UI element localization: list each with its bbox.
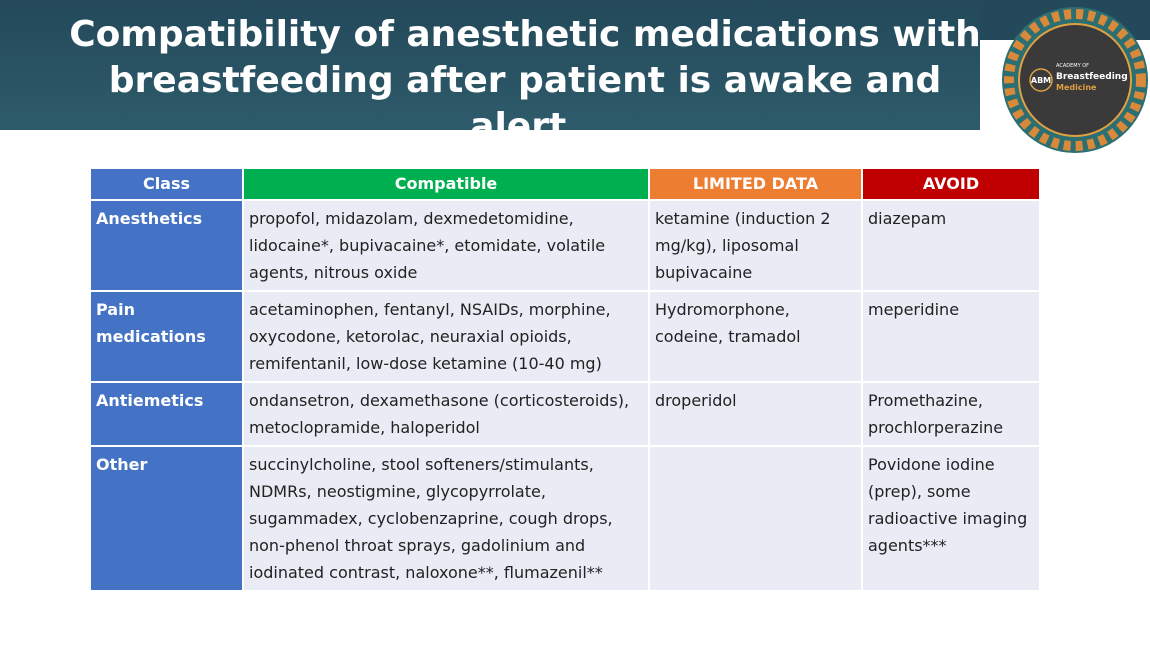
column-header: Compatible [242, 167, 650, 201]
table-cell: succinylcholine, stool softeners/stimula… [242, 445, 650, 592]
logo-top: ACADEMY OF [1056, 63, 1089, 69]
table-row: Anesthetics propofol, midazolam, dexmedet… [89, 199, 1041, 292]
table-cell: ondansetron, dexamethasone (corticostero… [242, 381, 650, 447]
table-cell: acetaminophen, fentanyl, NSAIDs, morphin… [242, 290, 650, 383]
table-cell: ketamine (induction 2 mg/kg), liposomal … [648, 199, 863, 292]
table-cell: Promethazine, prochlorperazine [861, 381, 1041, 447]
logo-badge [1029, 68, 1053, 92]
logo: ABM ACADEMY OF Breastfeeding Medicine [1002, 7, 1148, 153]
table-row: Antiemetics ondansetron, dexamethasone (c… [89, 381, 1041, 447]
table-cell: Hydromorphone, codeine, tramadol [648, 290, 863, 383]
table-cell: diazepam [861, 199, 1041, 292]
class-cell: Pain medications [89, 290, 244, 383]
class-cell: Anesthetics [89, 199, 244, 292]
table-row: Pain medications acetaminophen, fentanyl,… [89, 290, 1041, 383]
class-cell: Antiemetics [89, 381, 244, 447]
logo-pattern [1004, 9, 1146, 151]
column-header: AVOID [861, 167, 1041, 201]
header-bar [0, 0, 980, 130]
table-body: Anesthetics propofol, midazolam, dexmedet… [89, 199, 1041, 592]
table-cell [648, 445, 863, 592]
header-row: Class Compatible LIMITED DATA AVOID [89, 167, 1041, 201]
logo-name: Breastfeeding [1056, 72, 1128, 82]
logo-center [1018, 23, 1132, 137]
table-row: Other succinylcholine, stool softeners/st… [89, 445, 1041, 592]
table-cell: Povidone iodine (prep), some radioactive… [861, 445, 1041, 592]
table-cell: droperidol [648, 381, 863, 447]
compat-table: Class Compatible LIMITED DATA AVOID Anesthe… [89, 167, 1041, 592]
class-cell: Other [89, 445, 244, 592]
column-header: Class [89, 167, 244, 201]
table-cell: propofol, midazolam, dexmedetomidine, li… [242, 199, 650, 292]
logo-abbr: ABM [1031, 76, 1051, 85]
table-cell: meperidine [861, 290, 1041, 383]
title: Compatibility of anesthetic medications … [69, 14, 981, 147]
column-header: LIMITED DATA [648, 167, 863, 201]
logo-sub: Medicine [1056, 83, 1097, 92]
